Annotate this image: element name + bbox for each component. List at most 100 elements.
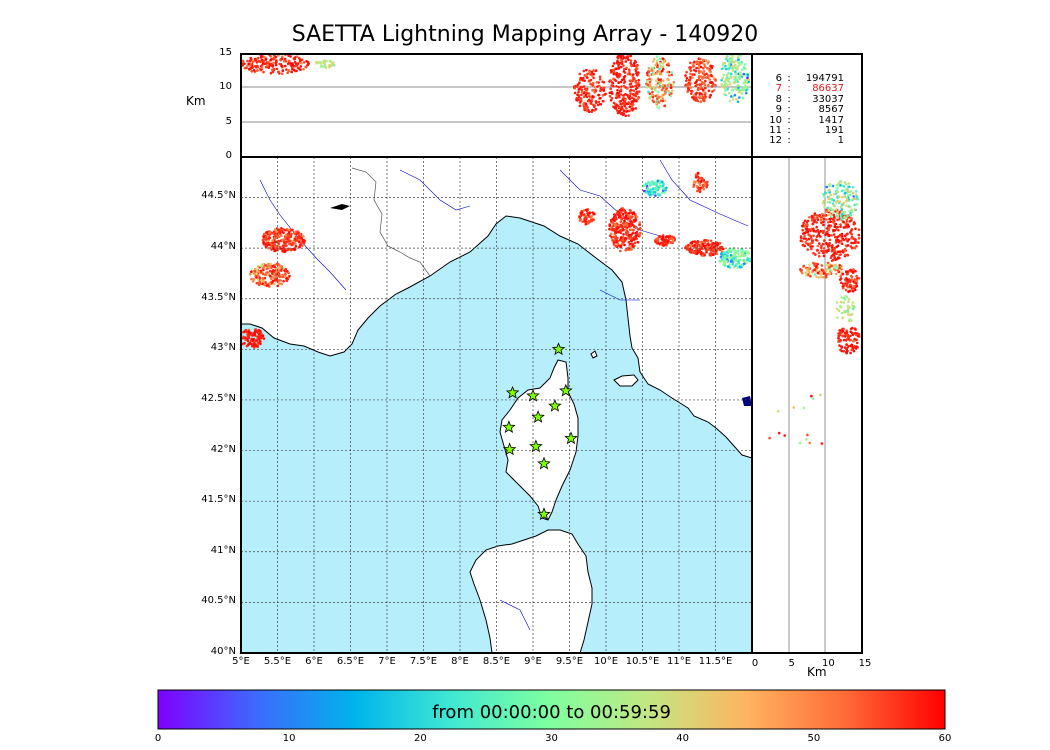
- lightning-source: [635, 64, 638, 68]
- lightning-source: [250, 70, 254, 73]
- lightning-source: [724, 89, 727, 92]
- lightning-source: [850, 278, 854, 281]
- lightning-source: [813, 268, 816, 272]
- lightning-source: [734, 70, 737, 73]
- lightning-source: [661, 99, 665, 103]
- lightning-source: [291, 242, 295, 245]
- lightning-source: [842, 286, 845, 290]
- lightning-source: [636, 72, 640, 75]
- lightning-source: [852, 237, 855, 240]
- lightning-source: [685, 70, 688, 74]
- colorbar-tick-label: 30: [545, 733, 558, 744]
- lightning-source: [839, 274, 842, 278]
- lightning-source: [815, 275, 818, 279]
- lightning-source: [328, 65, 331, 69]
- lightning-source: [655, 237, 658, 241]
- lightning-source: [616, 89, 619, 92]
- lightning-source: [280, 230, 283, 233]
- lightning-source: [845, 309, 848, 313]
- lightning-source: [608, 91, 612, 95]
- lightning-source: [827, 209, 831, 212]
- lightning-source: [709, 254, 713, 257]
- lightning-source: [271, 61, 275, 65]
- lightning-source: [843, 215, 846, 219]
- lightning-source: [661, 97, 665, 101]
- lightning-source: [654, 94, 658, 98]
- lightning-source: [845, 343, 848, 347]
- lightning-source: [629, 244, 632, 248]
- lightning-source: [625, 102, 629, 106]
- lightning-source: [261, 262, 265, 266]
- lightning-source: [827, 266, 831, 269]
- lightning-source: [646, 187, 650, 190]
- lightning-source: [845, 204, 848, 208]
- lightning-source: [857, 277, 861, 280]
- station-star-icon: [526, 388, 540, 402]
- lightning-source: [831, 211, 835, 215]
- lightning-source: [633, 241, 637, 245]
- lightning-source: [280, 234, 283, 237]
- lightning-source: [658, 67, 661, 71]
- lightning-source: [669, 94, 673, 98]
- lightning-source: [843, 331, 847, 335]
- lat-tick-label: 40°N: [210, 646, 236, 657]
- lightning-source: [828, 197, 831, 201]
- colorbar-tick-label: 60: [938, 733, 952, 744]
- lightning-source: [845, 278, 849, 281]
- lightning-source: [687, 81, 691, 85]
- lightning-source: [617, 63, 620, 66]
- lightning-source: [261, 280, 265, 283]
- lightning-source: [257, 59, 261, 63]
- lightning-source: [273, 282, 276, 286]
- lightning-source: [694, 96, 698, 99]
- lightning-source: [657, 101, 661, 104]
- lightning-source: [801, 229, 804, 232]
- lightning-source: [745, 86, 748, 90]
- lightning-source: [708, 67, 712, 71]
- lightning-source: [630, 100, 633, 103]
- lightning-source: [849, 330, 852, 334]
- lightning-source: [629, 79, 632, 82]
- lightning-source: [686, 84, 690, 88]
- lightning-source: [725, 67, 728, 71]
- lightning-source: [702, 67, 705, 70]
- lightning-source: [662, 79, 665, 83]
- lightning-source: [821, 268, 825, 272]
- lightning-source: [318, 61, 322, 64]
- lightning-source: [615, 217, 618, 221]
- lightning-source: [818, 242, 821, 245]
- lightning-source: [691, 96, 694, 99]
- lightning-source: [727, 265, 730, 268]
- lightning-source: [825, 263, 828, 267]
- lightning-source: [801, 271, 804, 275]
- lightning-source: [246, 339, 250, 343]
- lightning-source: [269, 58, 272, 62]
- lightning-source: [648, 95, 652, 99]
- lightning-source: [837, 183, 840, 187]
- lightning-source: [620, 107, 623, 111]
- lightning-source: [617, 85, 621, 89]
- lightning-source: [845, 224, 849, 227]
- lightning-source: [628, 68, 631, 71]
- lightning-source: [733, 93, 737, 97]
- lightning-source: [731, 262, 734, 266]
- lightning-source: [578, 72, 582, 76]
- lightning-source: [722, 260, 726, 263]
- lightning-source: [852, 332, 856, 335]
- lightning-source: [703, 81, 706, 84]
- lightning-source: [830, 244, 834, 247]
- lightning-source: [742, 66, 746, 69]
- lightning-source: [639, 227, 642, 230]
- lightning-source: [264, 273, 267, 277]
- lightning-source: [670, 237, 673, 241]
- lightning-source: [838, 266, 841, 270]
- lightning-source: [733, 259, 736, 263]
- lightning-source: [322, 65, 326, 68]
- lightning-source: [264, 281, 267, 284]
- lightning-source: [723, 92, 726, 96]
- lightning-source: [643, 189, 646, 193]
- count-value: 86637: [812, 83, 844, 95]
- lightning-source: [689, 75, 692, 79]
- lightning-source: [630, 222, 634, 226]
- lightning-source: [695, 61, 699, 65]
